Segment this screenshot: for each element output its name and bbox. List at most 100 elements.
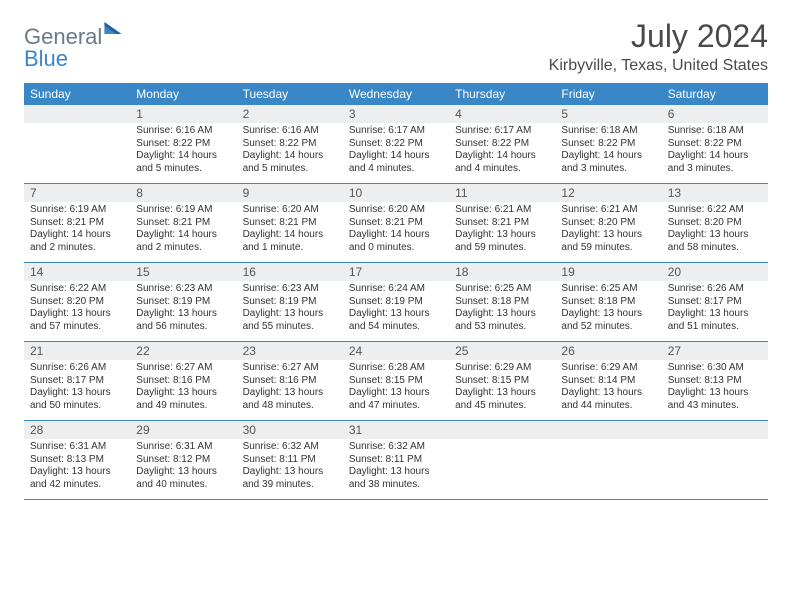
day-body: Sunrise: 6:18 AMSunset: 8:22 PMDaylight:…	[555, 123, 661, 179]
day-number: 3	[343, 105, 449, 123]
day-cell: 10Sunrise: 6:20 AMSunset: 8:21 PMDayligh…	[343, 184, 449, 262]
day-cell: 24Sunrise: 6:28 AMSunset: 8:15 PMDayligh…	[343, 342, 449, 420]
sunrise-text: Sunrise: 6:32 AM	[243, 441, 337, 454]
sunrise-text: Sunrise: 6:32 AM	[349, 441, 443, 454]
day-body: Sunrise: 6:21 AMSunset: 8:20 PMDaylight:…	[555, 202, 661, 258]
day-number: 1	[130, 105, 236, 123]
daylight-text: Daylight: 13 hours and 50 minutes.	[30, 387, 124, 412]
day-cell	[555, 421, 661, 499]
daylight-text: Daylight: 14 hours and 2 minutes.	[30, 229, 124, 254]
daylight-text: Daylight: 13 hours and 40 minutes.	[136, 466, 230, 491]
sunrise-text: Sunrise: 6:31 AM	[30, 441, 124, 454]
sunset-text: Sunset: 8:16 PM	[243, 375, 337, 388]
sunset-text: Sunset: 8:22 PM	[455, 138, 549, 151]
day-body: Sunrise: 6:22 AMSunset: 8:20 PMDaylight:…	[662, 202, 768, 258]
sunset-text: Sunset: 8:22 PM	[243, 138, 337, 151]
calendar-page: GeneralBlue July 2024 Kirbyville, Texas,…	[0, 0, 792, 500]
day-body: Sunrise: 6:29 AMSunset: 8:15 PMDaylight:…	[449, 360, 555, 416]
daylight-text: Daylight: 13 hours and 53 minutes.	[455, 308, 549, 333]
day-number	[662, 421, 768, 439]
day-number: 27	[662, 342, 768, 360]
sunset-text: Sunset: 8:20 PM	[561, 217, 655, 230]
calendar: SundayMondayTuesdayWednesdayThursdayFrid…	[24, 83, 768, 500]
sunrise-text: Sunrise: 6:26 AM	[30, 362, 124, 375]
day-body: Sunrise: 6:21 AMSunset: 8:21 PMDaylight:…	[449, 202, 555, 258]
day-number	[24, 105, 130, 123]
day-body: Sunrise: 6:24 AMSunset: 8:19 PMDaylight:…	[343, 281, 449, 337]
daylight-text: Daylight: 13 hours and 59 minutes.	[561, 229, 655, 254]
sunset-text: Sunset: 8:17 PM	[30, 375, 124, 388]
sunrise-text: Sunrise: 6:17 AM	[455, 125, 549, 138]
week-row: 14 Sunrise: 6:22 AMSunset: 8:20 PM Dayligh…	[24, 263, 768, 342]
weeks-container: 1Sunrise: 6:16 AMSunset: 8:22 PMDaylight…	[24, 105, 768, 500]
month-title: July 2024	[549, 18, 768, 55]
day-number: 13	[662, 184, 768, 202]
day-number: 31	[343, 421, 449, 439]
sunset-text: Sunset: 8:22 PM	[668, 138, 762, 151]
sunrise-text: Sunrise: 6:19 AM	[30, 204, 124, 217]
day-body: Sunrise: 6:19 AMSunset: 8:21 PMDaylight:…	[130, 202, 236, 258]
day-body: Sunrise: 6:17 AMSunset: 8:22 PMDaylight:…	[343, 123, 449, 179]
daylight-text: Daylight: 14 hours and 5 minutes.	[243, 150, 337, 175]
sunset-text: Sunset: 8:21 PM	[136, 217, 230, 230]
week-row: 28Sunrise: 6:31 AMSunset: 8:13 PMDayligh…	[24, 421, 768, 500]
day-number: 18	[449, 263, 555, 281]
sunset-text: Sunset: 8:19 PM	[243, 296, 337, 309]
day-cell: 21Sunrise: 6:26 AMSunset: 8:17 PMDayligh…	[24, 342, 130, 420]
dow-cell: Thursday	[449, 83, 555, 105]
daylight-text: Daylight: 13 hours and 51 minutes.	[668, 308, 762, 333]
sunset-text: Sunset: 8:11 PM	[349, 454, 443, 467]
day-cell: 1Sunrise: 6:16 AMSunset: 8:22 PMDaylight…	[130, 105, 236, 183]
daylight-text: Daylight: 13 hours and 55 minutes.	[243, 308, 337, 333]
daylight-text: Daylight: 13 hours and 52 minutes.	[561, 308, 655, 333]
day-number: 4	[449, 105, 555, 123]
day-number: 2	[237, 105, 343, 123]
daylight-text: Daylight: 13 hours and 54 minutes.	[349, 308, 443, 333]
sunset-text: Sunset: 8:15 PM	[455, 375, 549, 388]
sunrise-text: Sunrise: 6:26 AM	[668, 283, 762, 296]
day-cell: 19Sunrise: 6:25 AMSunset: 8:18 PMDayligh…	[555, 263, 661, 341]
sunset-text: Sunset: 8:12 PM	[136, 454, 230, 467]
sunset-text: Sunset: 8:20 PM	[668, 217, 762, 230]
sunset-text: Sunset: 8:13 PM	[30, 454, 124, 467]
day-number: 11	[449, 184, 555, 202]
daylight-text: Daylight: 13 hours and 44 minutes.	[561, 387, 655, 412]
day-number: 30	[237, 421, 343, 439]
dow-cell: Tuesday	[237, 83, 343, 105]
sunset-text: Sunset: 8:19 PM	[349, 296, 443, 309]
dow-row: SundayMondayTuesdayWednesdayThursdayFrid…	[24, 83, 768, 105]
day-number: 14	[24, 263, 130, 281]
sunrise-text: Sunrise: 6:22 AM	[30, 283, 124, 296]
daylight-text: Daylight: 14 hours and 4 minutes.	[455, 150, 549, 175]
day-number: 8	[130, 184, 236, 202]
sunset-text: Sunset: 8:20 PM	[30, 296, 124, 309]
header: GeneralBlue July 2024 Kirbyville, Texas,…	[24, 18, 768, 75]
sunrise-text: Sunrise: 6:20 AM	[349, 204, 443, 217]
day-cell: 5Sunrise: 6:18 AMSunset: 8:22 PMDaylight…	[555, 105, 661, 183]
day-body: Sunrise: 6:23 AMSunset: 8:19 PMDaylight:…	[237, 281, 343, 337]
daylight-text: Daylight: 13 hours and 48 minutes.	[243, 387, 337, 412]
day-body: Sunrise: 6:19 AMSunset: 8:21 PMDaylight:…	[24, 202, 130, 258]
day-body: Sunrise: 6:25 AMSunset: 8:18 PMDaylight:…	[449, 281, 555, 337]
week-row: 7Sunrise: 6:19 AMSunset: 8:21 PMDaylight…	[24, 184, 768, 263]
daylight-text: Daylight: 13 hours and 49 minutes.	[136, 387, 230, 412]
day-number: 6	[662, 105, 768, 123]
day-cell	[449, 421, 555, 499]
day-cell: 23Sunrise: 6:27 AMSunset: 8:16 PMDayligh…	[237, 342, 343, 420]
day-body: Sunrise: 6:20 AMSunset: 8:21 PMDaylight:…	[237, 202, 343, 258]
daylight-text: Daylight: 13 hours and 45 minutes.	[455, 387, 549, 412]
sunset-text: Sunset: 8:19 PM	[136, 296, 230, 309]
day-body: Sunrise: 6:17 AMSunset: 8:22 PMDaylight:…	[449, 123, 555, 179]
sunset-text: Sunset: 8:17 PM	[668, 296, 762, 309]
sunrise-text: Sunrise: 6:22 AM	[668, 204, 762, 217]
sunset-text: Sunset: 8:22 PM	[561, 138, 655, 151]
daylight-text: Daylight: 13 hours and 43 minutes.	[668, 387, 762, 412]
day-body: Sunrise: 6:27 AMSunset: 8:16 PMDaylight:…	[130, 360, 236, 416]
sunrise-text: Sunrise: 6:31 AM	[136, 441, 230, 454]
sunrise-text: Sunrise: 6:28 AM	[349, 362, 443, 375]
sunset-text: Sunset: 8:11 PM	[243, 454, 337, 467]
day-cell: 13Sunrise: 6:22 AMSunset: 8:20 PMDayligh…	[662, 184, 768, 262]
day-cell: 9Sunrise: 6:20 AMSunset: 8:21 PMDaylight…	[237, 184, 343, 262]
day-cell: 2Sunrise: 6:16 AMSunset: 8:22 PMDaylight…	[237, 105, 343, 183]
sunset-text: Sunset: 8:21 PM	[243, 217, 337, 230]
